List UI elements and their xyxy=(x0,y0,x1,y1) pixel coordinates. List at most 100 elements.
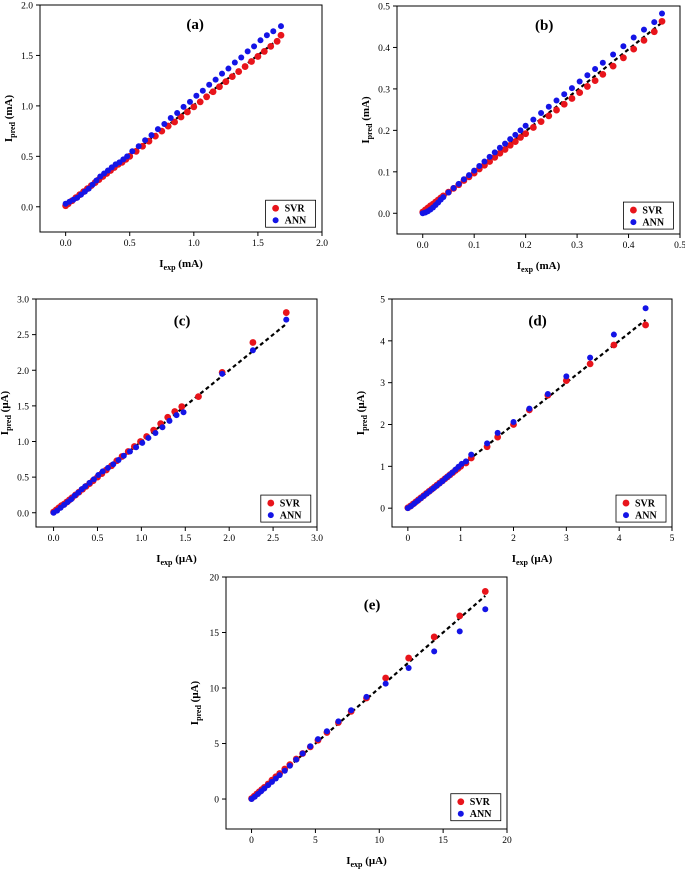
legend-label-svr: SVR xyxy=(280,499,301,510)
legend-box xyxy=(260,494,312,523)
ann-point xyxy=(159,424,166,431)
svr-point xyxy=(545,112,553,120)
x-axis-main: I xyxy=(346,855,350,867)
panel-c: 0.0 0.5 1.0 1.5 2.0 2.5 3.0 0.0 0.5 1.0 1.5 2.0 2.5 3… xyxy=(0,296,323,568)
ann-point xyxy=(219,370,226,377)
ann-point xyxy=(494,429,501,436)
x-tick-label: 0.2 xyxy=(520,241,532,251)
ann-point xyxy=(482,606,489,613)
x-tick-label: 1.0 xyxy=(135,534,147,544)
ann-point xyxy=(544,390,551,397)
x-tick-label: 4 xyxy=(617,534,622,544)
y-axis-unit: (μA) xyxy=(355,390,367,415)
ann-point xyxy=(231,59,238,66)
x-axis-main: I xyxy=(512,553,516,565)
legend-marker-ann xyxy=(457,810,464,817)
svr-point xyxy=(203,93,211,101)
x-tick-label: 0.3 xyxy=(571,241,583,251)
svr-point xyxy=(254,53,262,60)
ann-point xyxy=(283,316,290,323)
legend-label-ann: ANN xyxy=(470,809,492,820)
ann-point xyxy=(180,103,187,110)
legend-marker-svr xyxy=(622,499,630,507)
y-tick-label: 5 xyxy=(214,740,219,750)
panel-label: (d) xyxy=(528,313,546,329)
legend-label-ann: ANN xyxy=(285,216,307,227)
y-tick-label: 0.0 xyxy=(21,203,33,213)
y-axis-main: I xyxy=(360,139,372,143)
x-tick-label: 0.0 xyxy=(48,534,60,544)
svr-point xyxy=(184,108,191,116)
y-tick-label: 20 xyxy=(210,574,220,584)
svr-point xyxy=(568,95,576,102)
ann-point xyxy=(244,48,251,55)
ann-point xyxy=(93,177,100,184)
ann-point xyxy=(152,429,159,436)
svr-point xyxy=(430,633,438,641)
x-axis-title: Iexp (μA) xyxy=(512,553,553,567)
x-tick-label: 2.0 xyxy=(316,239,328,249)
y-axis-sub: pred xyxy=(360,415,369,431)
x-tick-label: 0.5 xyxy=(674,241,685,251)
ann-point xyxy=(471,167,478,174)
ann-point xyxy=(642,305,649,312)
svr-point xyxy=(260,48,268,55)
x-axis-title: Iexp (μA) xyxy=(346,855,387,869)
y-axis-unit: (μA) xyxy=(0,390,11,415)
svr-point xyxy=(591,77,599,85)
ann-point xyxy=(139,439,146,446)
panel-label: (e) xyxy=(364,598,381,614)
y-tick-label: 15 xyxy=(210,629,220,639)
ann-point xyxy=(651,19,658,26)
ann-point xyxy=(522,122,529,129)
series-ann xyxy=(419,10,665,217)
svr-point xyxy=(642,321,649,329)
ann-point xyxy=(299,750,306,757)
x-axis-main: I xyxy=(517,260,521,272)
svr-point xyxy=(267,42,275,50)
series-ann xyxy=(404,305,649,512)
ann-point xyxy=(486,153,493,160)
legend-box xyxy=(615,494,667,523)
svr-point xyxy=(560,100,568,108)
ann-point xyxy=(99,468,106,475)
x-tick-label: 2 xyxy=(511,534,516,544)
ann-point xyxy=(166,417,173,424)
svr-point xyxy=(511,138,519,145)
x-axis-sub: exp xyxy=(161,558,174,567)
ann-point xyxy=(219,70,226,77)
x-tick-label: 0.0 xyxy=(60,239,72,249)
y-tick-label: 0.5 xyxy=(378,3,390,13)
ann-point xyxy=(186,98,193,105)
y-axis-unit: (mA) xyxy=(360,96,372,124)
ann-point xyxy=(450,184,457,191)
svr-point xyxy=(610,341,618,349)
ann-point xyxy=(193,92,200,99)
ann-point xyxy=(517,127,524,134)
ann-point xyxy=(257,37,264,44)
x-tick-label: 3 xyxy=(564,534,569,544)
y-tick-label: 3 xyxy=(380,379,385,389)
ann-point xyxy=(445,189,452,196)
ann-point xyxy=(568,85,575,92)
y-tick-label: 2.0 xyxy=(21,2,33,12)
ann-point xyxy=(584,72,591,79)
x-tick-label: 0.1 xyxy=(468,241,480,251)
y-axis-title: Ipred (mA) xyxy=(360,96,374,144)
ann-point xyxy=(405,665,412,672)
legend-label-ann: ANN xyxy=(642,218,664,229)
x-axis-unit: (μA) xyxy=(528,553,553,565)
ann-point xyxy=(90,476,97,483)
y-tick-label: 0 xyxy=(380,505,385,515)
svr-point xyxy=(620,54,627,62)
svr-point xyxy=(178,403,186,410)
svr-point xyxy=(222,78,230,86)
ann-point xyxy=(455,180,462,187)
ann-point xyxy=(460,176,467,183)
series-ann xyxy=(248,606,489,803)
